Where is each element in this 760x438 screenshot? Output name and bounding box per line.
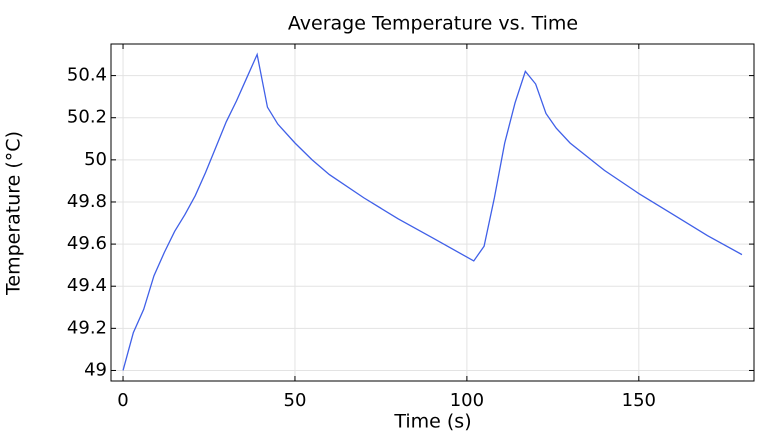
x-tick-label: 150 <box>622 390 656 411</box>
x-tick-label: 50 <box>284 390 307 411</box>
y-tick-label: 50 <box>84 149 107 170</box>
y-tick-label: 49.4 <box>67 275 107 296</box>
y-tick-label: 49.6 <box>67 233 107 254</box>
y-tick-label: 49.2 <box>67 317 107 338</box>
plot-frame <box>110 43 755 382</box>
x-axis-label: Time (s) <box>393 411 471 433</box>
y-tick-label: 50.4 <box>67 65 107 86</box>
x-tick-label: 100 <box>450 390 484 411</box>
y-tick-label: 49 <box>84 359 107 380</box>
y-tick-label: 50.2 <box>67 107 107 128</box>
x-tick-label: 0 <box>117 390 128 411</box>
y-axis-label: Temperature (°C) <box>3 131 25 296</box>
chart-title: Average Temperature vs. Time <box>288 13 578 35</box>
y-tick-label: 49.8 <box>67 191 107 212</box>
data-line <box>122 52 743 371</box>
